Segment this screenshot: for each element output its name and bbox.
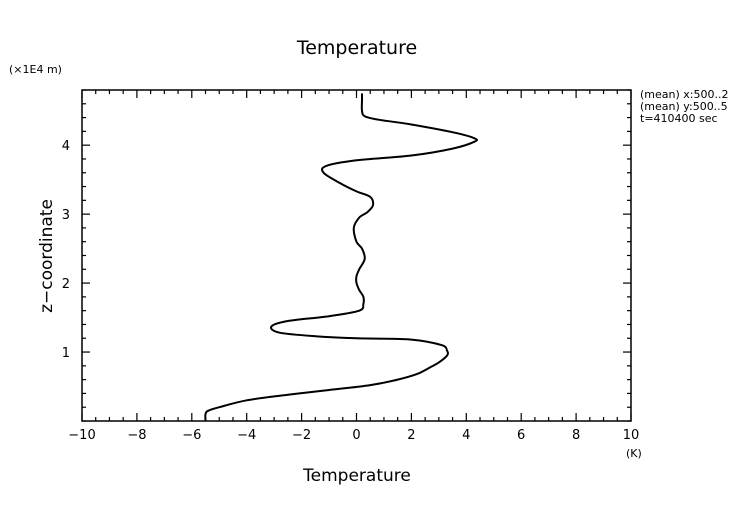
x-tick-label: −8 — [127, 428, 146, 443]
chart-title: Temperature — [296, 37, 417, 59]
y-tick-label: 3 — [62, 208, 70, 223]
x-tick-label: −10 — [68, 428, 95, 443]
annotation-line: (mean) y:500..5 — [640, 100, 728, 113]
plot-frame — [81, 89, 632, 422]
y-unit-label: (×1E4 m) — [9, 63, 62, 76]
annotation-line: t=410400 sec — [640, 112, 718, 125]
y-tick-label: 1 — [62, 346, 70, 361]
x-tick-label: −2 — [292, 428, 311, 443]
x-axis-label: Temperature — [302, 466, 411, 486]
annotation-line: (mean) x:500..2 — [640, 88, 728, 101]
x-unit-label: (K) — [626, 447, 642, 460]
annotations: (mean) x:500..2(mean) y:500..5t=410400 s… — [640, 88, 728, 125]
x-tick-label: 0 — [352, 428, 360, 443]
x-tick-label: 10 — [623, 428, 640, 443]
x-tick-label: 4 — [462, 428, 470, 443]
x-tick-label: −6 — [182, 428, 201, 443]
x-tick-label: −4 — [237, 428, 256, 443]
y-tick-label: 4 — [62, 139, 70, 154]
y-axis-label: z−coordinate — [37, 199, 57, 313]
x-tick-label: 6 — [517, 428, 525, 443]
axis-ticks — [81, 89, 632, 422]
x-tick-label: 8 — [572, 428, 580, 443]
x-tick-label: 2 — [407, 428, 415, 443]
y-tick-label: 2 — [62, 277, 70, 292]
series-line — [204, 93, 479, 422]
